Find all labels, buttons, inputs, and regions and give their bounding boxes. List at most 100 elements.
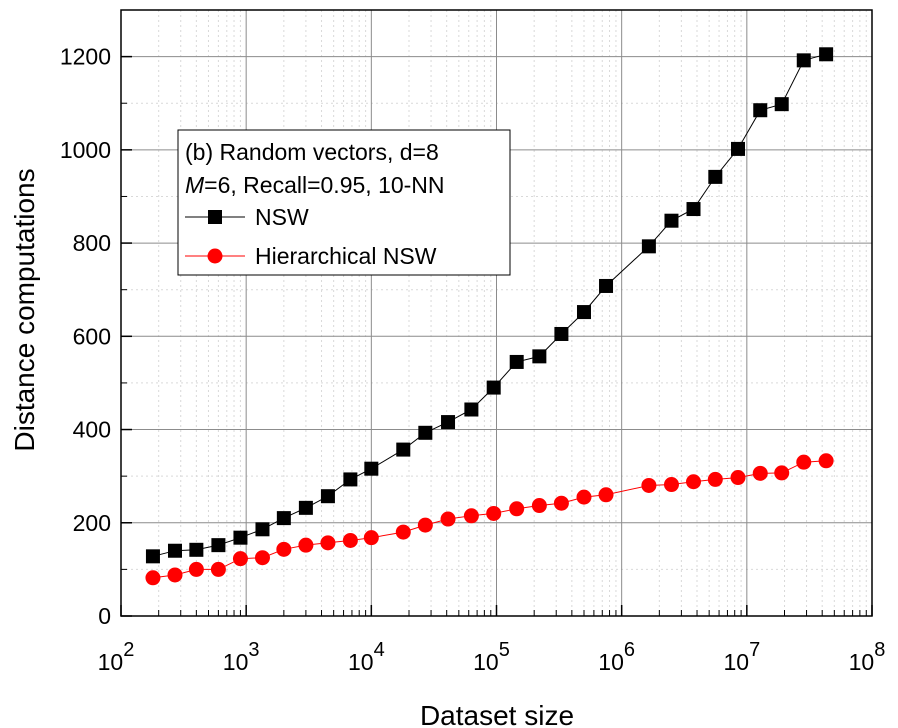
point-hierarchical-nsw [320,535,336,551]
point-hierarchical-nsw [641,477,657,493]
point-hierarchical-nsw [417,517,433,533]
point-nsw [255,522,270,537]
point-hierarchical-nsw [395,524,411,540]
point-nsw [774,97,789,112]
point-nsw [233,530,248,545]
point-hierarchical-nsw [576,489,592,505]
x-tick-base: 10 [849,649,875,675]
series-layer [145,47,834,586]
point-nsw [211,538,226,553]
point-hierarchical-nsw [509,501,525,517]
point-hierarchical-nsw [145,570,161,586]
x-tick-base: 10 [98,649,124,675]
legend-hnsw-marker [207,248,223,264]
point-hierarchical-nsw [598,487,614,503]
y-tick-label: 1000 [60,137,111,163]
point-hierarchical-nsw [752,465,768,481]
point-nsw [298,500,313,515]
point-hierarchical-nsw [363,530,379,546]
legend-nsw-label: NSW [255,204,309,230]
point-nsw [364,461,379,476]
point-nsw [664,213,679,228]
x-tick-label: 105 [473,639,510,675]
point-hierarchical-nsw [818,453,834,469]
y-tick-label: 200 [73,510,111,536]
point-nsw [441,415,456,430]
point-nsw [753,103,768,118]
point-hierarchical-nsw [796,454,812,470]
x-tick-exponent: 6 [624,639,635,661]
point-nsw [320,489,335,504]
point-nsw [418,425,433,440]
x-tick-exponent: 2 [123,639,134,661]
tick-labels: 102 103 104 105 106 107 1080200400600800100012… [60,44,886,675]
point-nsw [554,326,569,341]
point-hierarchical-nsw [730,470,746,486]
y-tick-label: 1200 [60,44,111,70]
x-tick-label: 102 [98,639,135,675]
x-tick-exponent: 3 [248,639,259,661]
x-axis-title: Dataset size [420,700,574,728]
y-tick-label: 600 [73,323,111,349]
point-nsw [343,472,358,487]
point-hierarchical-nsw [276,541,292,557]
point-hierarchical-nsw [254,550,270,566]
legend-title-line2-rest: =6, Recall=0.95, 10-NN [204,172,444,198]
y-tick-label: 0 [98,603,111,629]
x-tick-base: 10 [598,649,624,675]
point-nsw [486,380,501,395]
x-tick-exponent: 4 [374,639,385,661]
point-nsw [167,543,182,558]
legend: (b) Random vectors, d=8 M=6, Recall=0.95… [177,129,511,276]
x-tick-label: 106 [598,639,635,675]
grid [121,10,872,616]
point-nsw [509,354,524,369]
x-tick-label: 107 [723,639,760,675]
legend-box [177,129,511,276]
x-tick-label: 104 [348,639,385,675]
point-nsw [532,349,547,364]
point-nsw [641,239,656,254]
point-hierarchical-nsw [232,551,248,567]
point-hierarchical-nsw [440,511,456,527]
legend-title-line1: (b) Random vectors, d=8 [185,139,439,165]
ticks [120,55,873,617]
point-hierarchical-nsw [298,537,314,553]
legend-title-italic-m: M [185,172,205,198]
x-tick-base: 10 [473,649,499,675]
point-hierarchical-nsw [553,495,569,511]
y-tick-label: 400 [73,417,111,443]
point-nsw [189,542,204,557]
x-tick-base: 10 [348,649,374,675]
point-hierarchical-nsw [167,567,183,583]
point-hierarchical-nsw [486,505,502,521]
point-hierarchical-nsw [686,474,702,490]
point-hierarchical-nsw [463,508,479,524]
x-tick-base: 10 [223,649,249,675]
x-tick-exponent: 8 [874,639,885,661]
point-hierarchical-nsw [188,561,204,577]
point-nsw [819,47,834,62]
point-nsw [464,402,479,417]
x-tick-label: 103 [223,639,260,675]
legend-nsw-marker [208,210,222,224]
x-tick-exponent: 7 [749,639,760,661]
legend-hnsw-label: Hierarchical NSW [255,243,437,269]
point-nsw [730,141,745,156]
point-nsw [145,549,160,564]
point-nsw [796,53,811,68]
legend-title-line2: M=6, Recall=0.95, 10-NN [185,172,445,198]
point-hierarchical-nsw [210,561,226,577]
point-hierarchical-nsw [707,471,723,487]
y-tick-label: 800 [73,230,111,256]
point-nsw [396,442,411,457]
point-nsw [708,169,723,184]
point-nsw [599,278,614,293]
point-nsw [576,305,591,320]
y-axis-title: Distance computations [9,168,40,451]
point-hierarchical-nsw [663,477,679,493]
x-tick-base: 10 [723,649,749,675]
point-hierarchical-nsw [774,465,790,481]
x-tick-label: 108 [849,639,886,675]
